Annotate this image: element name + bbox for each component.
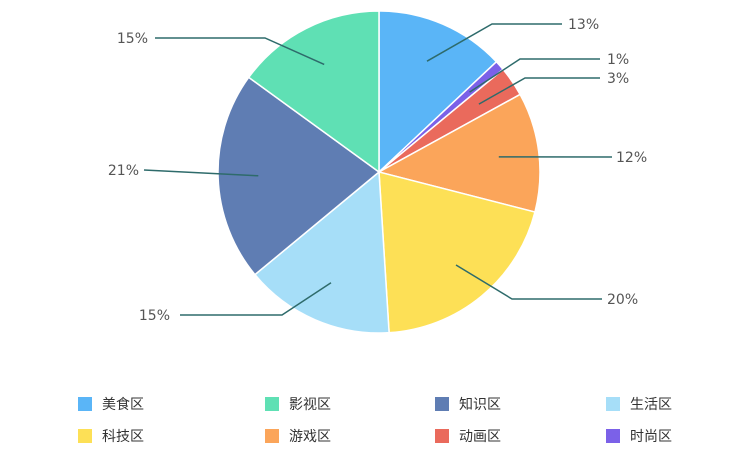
slice-label-3: 3% (607, 71, 629, 87)
legend-swatch (606, 397, 620, 411)
pie-slice-8[interactable] (247, 10, 380, 174)
legend-swatch (606, 429, 620, 443)
slice-labels: 13% 1% 3% 12% 20% 15% 21% 15% (108, 17, 647, 324)
legend-swatch (78, 397, 92, 411)
legend-label: 时尚区 (630, 429, 672, 445)
legend-item-2[interactable]: 影视区 (265, 397, 331, 413)
slice-label-6: 15% (139, 308, 170, 324)
pie-slice-1[interactable] (378, 10, 498, 174)
pie-slice-7[interactable] (217, 76, 381, 276)
slice-label-7: 21% (108, 163, 139, 179)
legend-item-6[interactable]: 游戏区 (265, 429, 331, 445)
legend-item-8[interactable]: 时尚区 (606, 429, 672, 445)
pie-slice-6[interactable] (253, 170, 390, 334)
leader-line-6 (180, 282, 332, 316)
slice-label-4: 12% (616, 150, 647, 166)
leader-lines (143, 23, 613, 316)
leader-line-3 (478, 77, 600, 105)
legend-swatch (435, 429, 449, 443)
leader-line-8 (155, 37, 325, 66)
legend-item-4[interactable]: 生活区 (606, 397, 672, 413)
pie-slices (217, 10, 541, 334)
legend-swatch (265, 429, 279, 443)
legend-label: 美食区 (102, 396, 144, 413)
legend-label: 影视区 (289, 397, 331, 413)
leader-line-2 (469, 58, 600, 93)
legend-swatch (78, 429, 92, 443)
legend-label: 科技区 (102, 429, 144, 445)
legend-item-1[interactable]: 美食区 (78, 396, 144, 413)
leader-line-1 (426, 23, 562, 62)
leader-line-5 (455, 264, 602, 300)
legend-label: 游戏区 (289, 429, 331, 445)
legend-item-5[interactable]: 科技区 (78, 429, 144, 445)
legend-swatch (265, 397, 279, 411)
slice-label-1: 13% (568, 17, 599, 33)
slice-label-5: 20% (607, 292, 638, 308)
slice-label-2: 1% (607, 52, 629, 68)
legend-label: 知识区 (459, 396, 501, 413)
legend-item-7[interactable]: 动画区 (435, 429, 501, 445)
legend-item-3[interactable]: 知识区 (435, 396, 501, 413)
pie-slice-4[interactable] (376, 93, 541, 213)
legend-label: 生活区 (630, 397, 672, 413)
slice-label-8: 15% (117, 31, 148, 47)
legend-swatch (435, 397, 449, 411)
pie-slice-5[interactable] (378, 171, 536, 334)
leader-line-7 (143, 169, 259, 177)
legend-label: 动画区 (459, 429, 501, 445)
